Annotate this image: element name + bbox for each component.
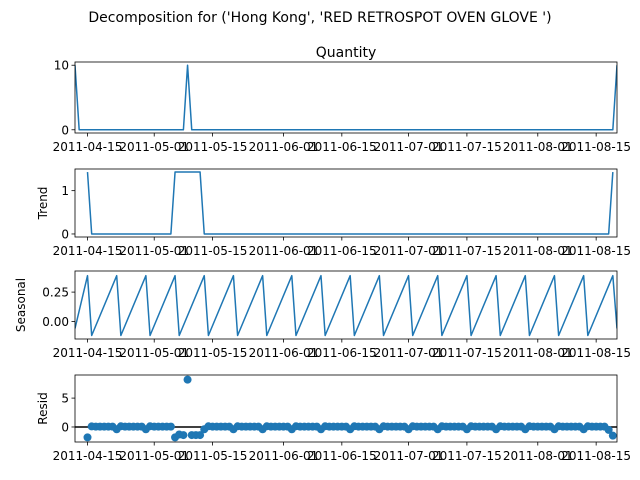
x-tick-label: 2011-05-15 (178, 449, 248, 463)
x-tick-label: 2011-06-01 (249, 140, 319, 154)
x-tick-label: 2011-08-15 (561, 449, 631, 463)
x-tick-label: 2011-08-01 (503, 244, 573, 258)
y-tick-label: 0 (61, 227, 69, 241)
series-line (75, 64, 617, 131)
x-tick-label: 2011-05-01 (119, 244, 189, 258)
x-tick-label: 2011-08-15 (561, 244, 631, 258)
x-tick-label: 2011-05-15 (178, 244, 248, 258)
x-tick-label: 2011-08-15 (561, 140, 631, 154)
x-tick-label: 2011-06-15 (307, 346, 377, 360)
x-tick-label: 2011-06-15 (307, 140, 377, 154)
x-tick-label: 2011-05-01 (119, 449, 189, 463)
axes-frame (74, 61, 618, 134)
x-tick-label: 2011-07-15 (432, 244, 502, 258)
data-point (608, 431, 617, 440)
x-tick-label: 2011-05-15 (178, 346, 248, 360)
y-tick-label: 0 (61, 123, 69, 137)
y-tick-label: 10 (54, 59, 69, 73)
x-tick-label: 2011-04-15 (53, 244, 123, 258)
x-tick-label: 2011-06-01 (249, 346, 319, 360)
y-tick-label: 5 (61, 392, 69, 406)
x-tick-label: 2011-08-01 (503, 346, 573, 360)
data-point (83, 433, 92, 442)
series-line (86, 171, 614, 235)
x-tick-label: 2011-08-01 (503, 449, 573, 463)
x-tick-label: 2011-04-15 (53, 140, 123, 154)
y-axis-label: Trend (36, 187, 50, 221)
x-tick-label: 2011-07-15 (432, 449, 502, 463)
data-point (179, 431, 188, 440)
x-tick-label: 2011-05-01 (119, 346, 189, 360)
figure-suptitle: Decomposition for ('Hong Kong', 'RED RET… (88, 10, 551, 26)
y-tick-label: 1 (61, 184, 69, 198)
data-point (166, 422, 175, 431)
axes-frame (74, 168, 618, 238)
axes-frame (74, 374, 618, 443)
series-2 (86, 171, 614, 235)
data-point (183, 375, 192, 384)
y-tick-label: 0.25 (42, 286, 69, 300)
x-tick-label: 2011-05-01 (119, 140, 189, 154)
y-tick-label: 0.00 (42, 315, 69, 329)
series-line (75, 274, 617, 337)
x-tick-label: 2011-07-15 (432, 140, 502, 154)
y-axis-label: Seasonal (14, 278, 28, 332)
x-tick-label: 2011-07-15 (432, 346, 502, 360)
series-4 (83, 375, 617, 442)
panel-title: Quantity (316, 45, 377, 61)
x-tick-label: 2011-04-15 (53, 346, 123, 360)
data-point (196, 431, 205, 440)
x-tick-label: 2011-08-01 (503, 140, 573, 154)
axes-frame (74, 270, 618, 340)
y-tick-label: 0 (61, 420, 69, 434)
x-tick-label: 2011-05-15 (178, 140, 248, 154)
x-tick-label: 2011-06-15 (307, 244, 377, 258)
x-tick-label: 2011-07-01 (374, 140, 444, 154)
x-tick-label: 2011-04-15 (53, 449, 123, 463)
x-tick-label: 2011-07-01 (374, 346, 444, 360)
data-point (604, 425, 613, 434)
series-3 (75, 274, 617, 337)
x-tick-label: 2011-06-01 (249, 449, 319, 463)
y-axis-label: Resid (36, 392, 50, 424)
x-tick-label: 2011-06-01 (249, 244, 319, 258)
x-tick-label: 2011-06-15 (307, 449, 377, 463)
series-1 (75, 64, 617, 131)
x-tick-label: 2011-07-01 (374, 449, 444, 463)
x-tick-label: 2011-07-01 (374, 244, 444, 258)
x-tick-label: 2011-08-15 (561, 346, 631, 360)
